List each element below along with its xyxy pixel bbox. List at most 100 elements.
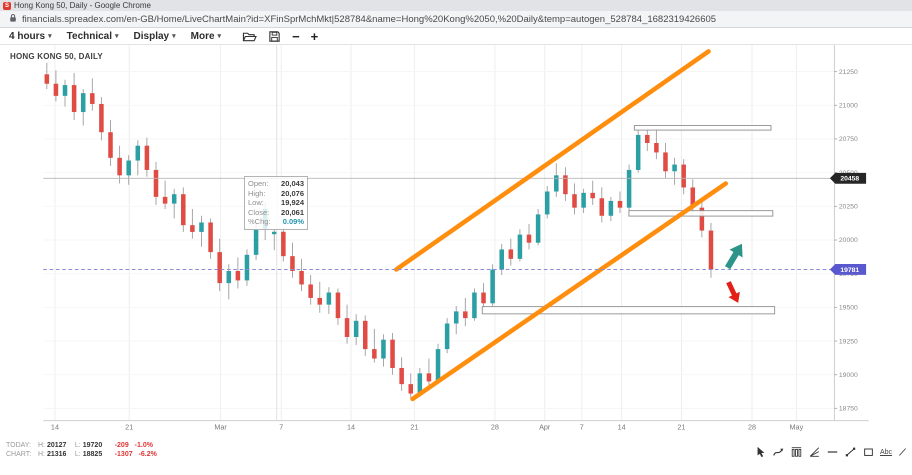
candle-body xyxy=(117,157,122,176)
candle-body xyxy=(62,85,68,96)
candle-body xyxy=(590,192,595,199)
diagonal-line-icon xyxy=(899,448,906,456)
candle-body xyxy=(645,134,650,144)
candle-body xyxy=(199,222,204,232)
chevron-down-icon: ▾ xyxy=(217,33,222,40)
price-gridlines xyxy=(43,71,835,409)
today-change-pct: -1.0% xyxy=(134,442,153,449)
diagonal-line-tool-button[interactable] xyxy=(897,445,908,459)
x-axis: 14 21 Mar 7 14 21 28 Apr 7 14 21 28 May xyxy=(43,420,869,435)
zoom-out-button[interactable]: − xyxy=(292,28,300,44)
candle-body xyxy=(144,145,150,170)
fan-lines-tool-button[interactable] xyxy=(808,445,821,459)
timeframe-menu[interactable]: 4 hours ▾ xyxy=(9,31,52,42)
x-tick-label: 28 xyxy=(748,423,756,432)
elbow-arrow-tool-button[interactable] xyxy=(772,445,785,459)
candle-body xyxy=(253,229,259,255)
display-menu-label: Display xyxy=(133,30,170,42)
trend-channel xyxy=(393,49,729,402)
crosshair xyxy=(43,45,835,421)
pointer-tool-button[interactable] xyxy=(755,445,767,459)
today-low-label: L: xyxy=(74,442,81,449)
columns-tool-button[interactable] xyxy=(790,445,803,459)
candle-body xyxy=(654,143,659,153)
candle-body xyxy=(372,349,377,359)
candle-body xyxy=(563,175,568,195)
candle-body xyxy=(535,214,541,243)
price-chart[interactable]: 2125021000207502050020250200001975019500… xyxy=(0,45,912,475)
x-tick-label: Apr xyxy=(539,423,551,432)
candle-body xyxy=(162,196,168,204)
candle-body xyxy=(626,169,632,208)
x-tick-label: May xyxy=(790,423,804,432)
candle-body xyxy=(635,134,641,170)
candle-body xyxy=(672,164,677,172)
chart-stats-row: CHART: H: 21316 L: 18825 -1307 -6.2% xyxy=(6,451,157,460)
y-tick-label: 19500 xyxy=(839,305,858,312)
y-tick-label: 18750 xyxy=(839,406,858,413)
save-chart-button[interactable] xyxy=(268,30,281,43)
candle-body xyxy=(317,297,323,305)
url-text[interactable]: financials.spreadex.com/en-GB/Home/LiveC… xyxy=(22,13,717,25)
tooltip-high-value: 20,076 xyxy=(281,188,304,198)
level-box xyxy=(633,125,772,131)
x-tick-label: 14 xyxy=(618,423,626,432)
timeframe-menu-label: 4 hours xyxy=(9,30,46,42)
tooltip-chg-value: 0.09% xyxy=(282,217,304,227)
tooltip-low-label: Low: xyxy=(248,198,264,208)
x-tick-label: 7 xyxy=(279,423,283,432)
today-high-label: H: xyxy=(37,442,45,449)
x-tick-label: 14 xyxy=(51,423,59,432)
zoom-in-button[interactable]: + xyxy=(310,28,319,44)
text-tool-button[interactable]: Abc xyxy=(880,448,893,456)
candle-body xyxy=(463,311,468,319)
candle-body xyxy=(390,339,395,368)
svg-text:20458: 20458 xyxy=(840,176,859,183)
today-stats-row: TODAY: H: 20127 L: 19720 -209 -1.0% xyxy=(6,442,157,451)
up-right-arrow xyxy=(724,243,743,270)
horizontal-line-tool-button[interactable] xyxy=(826,445,839,459)
technical-menu[interactable]: Technical ▾ xyxy=(67,31,119,42)
today-low-value: 19720 xyxy=(82,442,103,449)
y-tick-label: 21250 xyxy=(839,69,858,76)
x-tick-label: 21 xyxy=(677,423,685,432)
candle-body xyxy=(599,198,605,216)
candle-body xyxy=(490,269,495,304)
open-chart-button[interactable] xyxy=(242,30,257,43)
candle-body xyxy=(399,367,404,385)
candle-body xyxy=(708,230,714,270)
spreadex-favicon: S xyxy=(3,1,11,10)
channel-line xyxy=(410,181,729,402)
chart-change-pct: -6.2% xyxy=(138,450,157,458)
today-label: TODAY: xyxy=(6,442,32,449)
week-gridlines xyxy=(54,45,797,421)
window-titlebar: S Hong Kong 50, Daily - Google Chrome xyxy=(0,0,912,11)
candle-body xyxy=(608,200,614,216)
today-change-value: -209 xyxy=(114,442,129,449)
candle-body xyxy=(572,194,577,208)
candle-body xyxy=(90,93,95,104)
display-menu[interactable]: Display ▾ xyxy=(134,31,176,42)
crosshair-price-badge: 20458 xyxy=(829,172,867,184)
rectangle-icon xyxy=(864,448,873,456)
candle-body xyxy=(681,164,686,188)
direction-arrows xyxy=(724,243,743,303)
candle-body xyxy=(554,175,559,192)
candle-body xyxy=(699,207,705,231)
fan-lines-icon xyxy=(809,447,820,457)
last-price-badge: 19781 xyxy=(829,264,867,275)
more-menu[interactable]: More ▾ xyxy=(191,31,221,42)
candle-body xyxy=(135,145,141,161)
address-bar[interactable]: financials.spreadex.com/en-GB/Home/LiveC… xyxy=(0,11,912,28)
candle-body xyxy=(690,187,696,208)
folder-open-icon xyxy=(242,32,257,41)
rectangle-tool-button[interactable] xyxy=(862,445,875,459)
candle-body xyxy=(544,191,550,215)
y-tick-label: 19250 xyxy=(839,338,858,345)
trendline-tool-button[interactable] xyxy=(844,445,857,459)
chart-low-value: 18825 xyxy=(82,450,103,458)
drawing-toolbar: Abc | × xyxy=(752,444,912,460)
candle-body xyxy=(171,194,177,204)
chart-label: CHART: xyxy=(6,450,32,458)
level-boxes xyxy=(481,125,776,315)
